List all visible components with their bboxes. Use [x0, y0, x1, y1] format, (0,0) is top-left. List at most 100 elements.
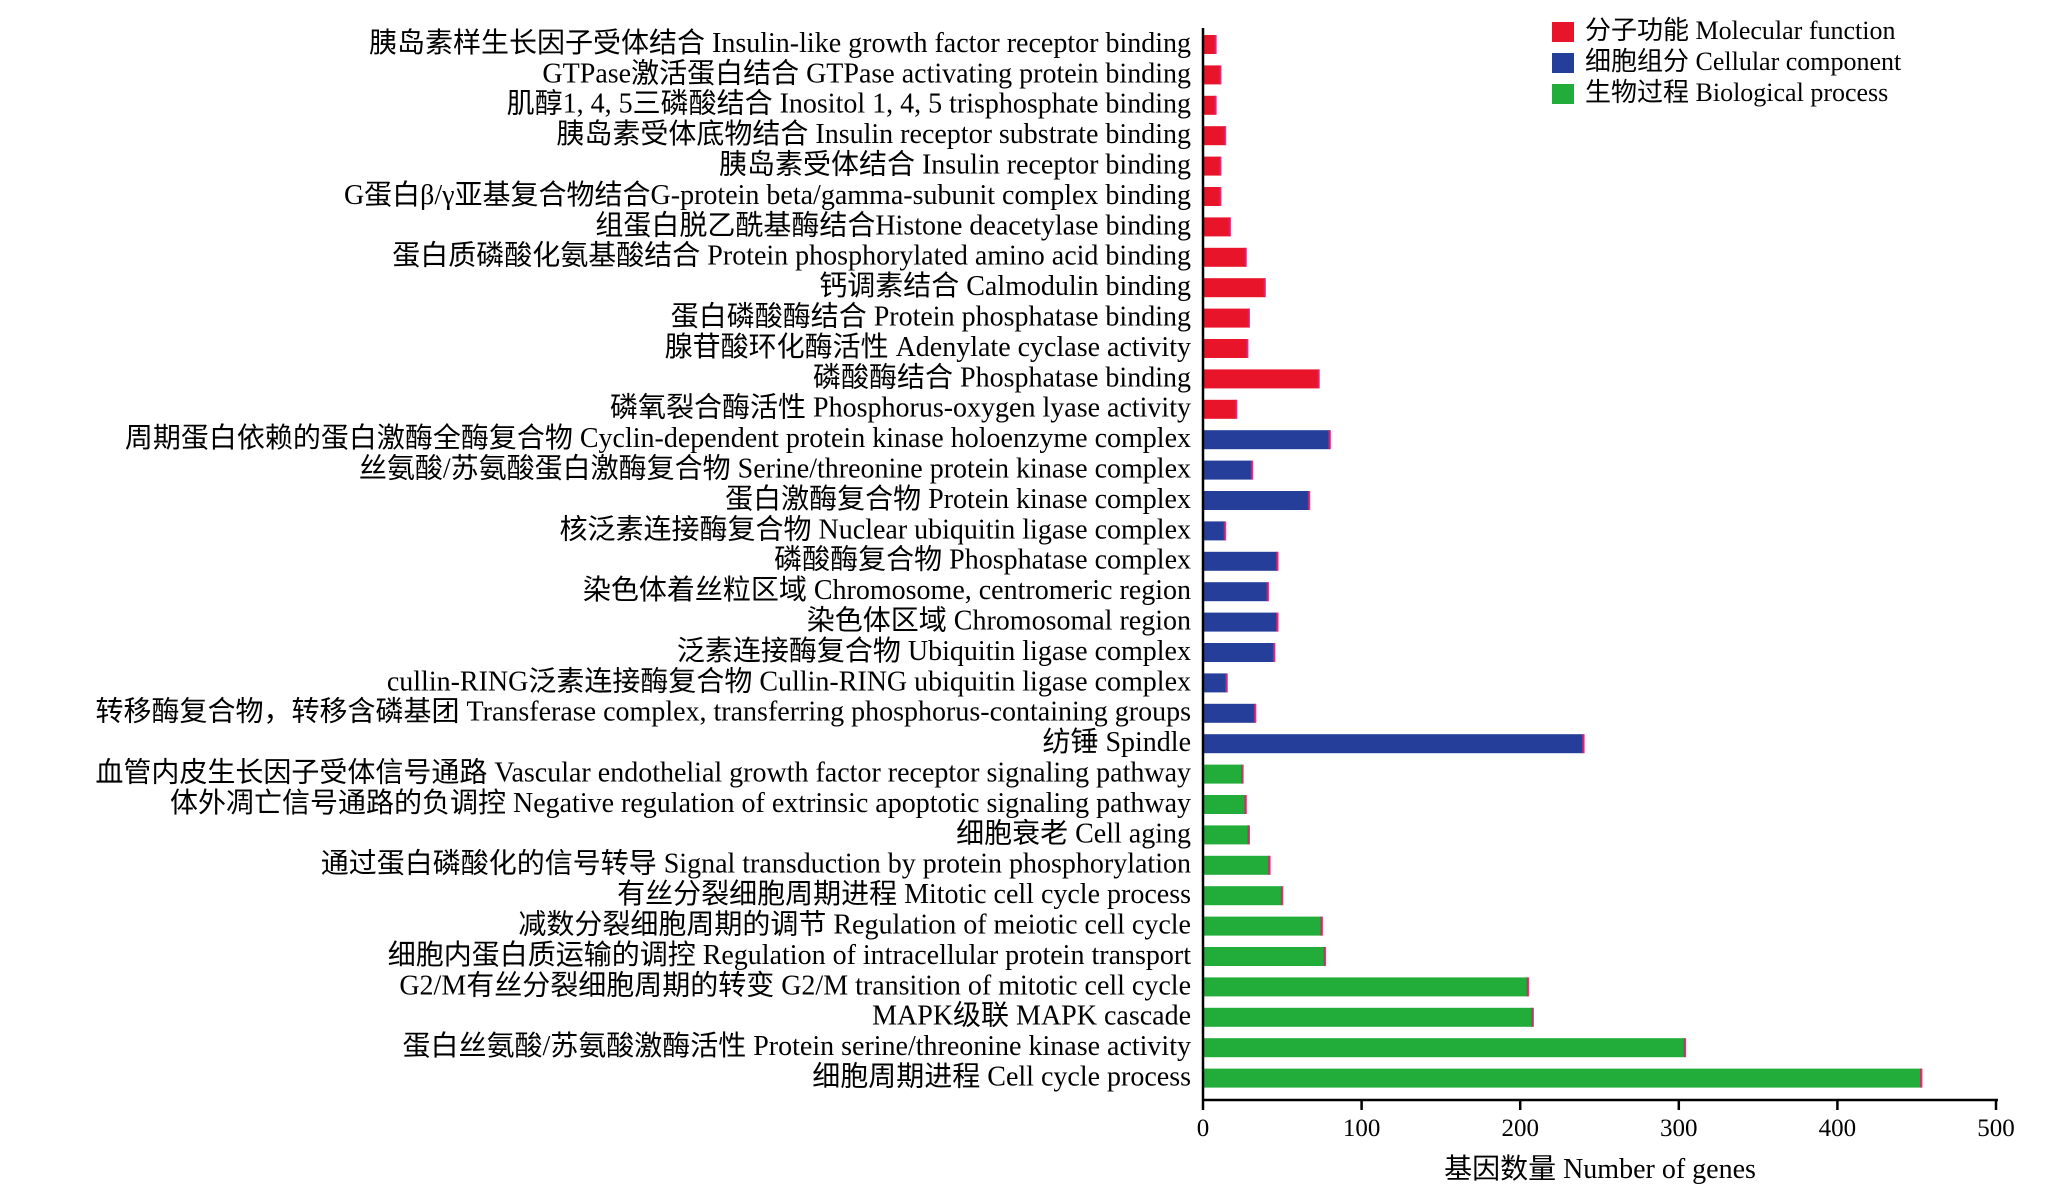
bar-end-cap: [1214, 35, 1217, 54]
bar-end-cap: [1218, 65, 1222, 85]
bar-mf: [1203, 126, 1226, 146]
x-tick-label: 300: [1660, 1115, 1698, 1142]
category-label: 染色体着丝粒区域 Chromosome, centromeric region: [583, 574, 1191, 606]
bar-cc: [1203, 643, 1275, 662]
bar-mf: [1203, 247, 1246, 267]
legend-swatch-mf: [1552, 22, 1574, 42]
bar-end-cap: [1320, 916, 1323, 936]
x-tick-label: 0: [1197, 1115, 1210, 1142]
x-tick-label: 500: [1977, 1115, 2015, 1142]
bar-mf: [1203, 308, 1249, 328]
bar-end-cap: [1531, 1007, 1534, 1027]
bar-end-cap: [1223, 521, 1227, 541]
category-label: 细胞衰老 Cell aging: [956, 817, 1191, 849]
bar-bp: [1203, 825, 1249, 845]
category-label: 蛋白丝氨酸/苏氨酸激酶活性 Protein serine/threonine k…: [402, 1030, 1191, 1062]
bar-bp: [1203, 947, 1326, 966]
x-tick-label: 200: [1501, 1115, 1539, 1142]
bar-cc: [1203, 582, 1269, 602]
category-label: 体外凋亡信号通路的负调控 Negative regulation of extr…: [170, 787, 1191, 819]
category-label: 肌醇1, 4, 5三磷酸结合 Inositol 1, 4, 5 trisphos…: [507, 88, 1191, 120]
bar-end-cap: [1234, 399, 1238, 419]
category-label: 有丝分裂细胞周期进程 Mitotic cell cycle process: [617, 878, 1191, 910]
category-label: 细胞内蛋白质运输的调控 Regulation of intracellular …: [388, 939, 1192, 971]
legend-swatch-bp: [1552, 84, 1574, 104]
bar-bp: [1203, 1068, 1922, 1088]
bar-cc: [1203, 491, 1310, 510]
bar-bp: [1203, 1007, 1533, 1027]
category-label: 腺苷酸环化酶活性 Adenylate cyclase activity: [665, 331, 1191, 363]
legend-label-bp: 生物过程 Biological process: [1585, 78, 1888, 107]
bar-bp: [1203, 977, 1529, 997]
category-label: 周期蛋白依赖的蛋白激酶全酶复合物 Cyclin-dependent protei…: [125, 422, 1191, 454]
category-label: 泛素连接酶复合物 Ubiquitin ligase complex: [677, 635, 1191, 667]
bar-mf: [1203, 399, 1237, 419]
category-label: 磷酸酶结合 Phosphatase binding: [813, 361, 1191, 393]
bar-cc: [1203, 673, 1227, 693]
bar-mf: [1203, 339, 1248, 358]
category-label: 通过蛋白磷酸化的信号转导 Signal transduction by prot…: [321, 848, 1191, 880]
bar-end-cap: [1317, 369, 1320, 389]
bar-end-cap: [1253, 703, 1257, 723]
bar-end-cap: [1225, 673, 1228, 693]
category-label: 组蛋白脱乙酰基酶结合Histone deacetylase binding: [595, 209, 1191, 241]
category-label: 细胞周期进程 Cell cycle process: [812, 1061, 1191, 1093]
bar-cc: [1203, 551, 1278, 571]
category-label: 血管内皮生长因子受体信号通路 Vascular endothelial grow…: [95, 757, 1191, 789]
bar-cc: [1203, 430, 1330, 450]
legend-label-mf: 分子功能 Molecular function: [1585, 16, 1896, 45]
category-label: 胰岛素受体底物结合 Insulin receptor substrate bin…: [556, 118, 1191, 150]
x-tick-label: 400: [1819, 1115, 1857, 1142]
bar-end-cap: [1266, 582, 1270, 602]
category-label: GTPase激活蛋白结合 GTPase activating protein b…: [542, 57, 1191, 89]
bar-end-cap: [1247, 825, 1250, 845]
bar-end-cap: [1263, 278, 1266, 298]
bar-end-cap: [1241, 764, 1244, 784]
bar-cc: [1203, 612, 1278, 632]
bar-end-cap: [1323, 947, 1327, 966]
bar-end-cap: [1276, 612, 1279, 632]
bar-end-cap: [1582, 734, 1585, 754]
category-label: 转移酶复合物，转移含磷基团 Transferase complex, trans…: [96, 696, 1191, 728]
bar-cc: [1203, 734, 1584, 754]
bar-end-cap: [1272, 643, 1276, 662]
bar-bp: [1203, 855, 1270, 875]
bar-bp: [1203, 764, 1243, 784]
x-tick-label: 100: [1343, 1115, 1381, 1142]
axes: 0 100 200 300 400 500 基因数量 Number of genes: [1197, 28, 2015, 1185]
category-label: 核泛素连接酶复合物 Nuclear ubiquitin ligase compl…: [560, 513, 1191, 545]
bar-mf: [1203, 187, 1221, 206]
category-label: 蛋白磷酸酶结合 Protein phosphatase binding: [671, 301, 1191, 333]
bar-end-cap: [1228, 217, 1231, 237]
bar-end-cap: [1328, 430, 1331, 450]
legend-label-cc: 细胞组分 Cellular component: [1585, 47, 1902, 76]
category-label: 磷酸酶复合物 Phosphatase complex: [774, 544, 1191, 576]
category-label: 钙调素结合 Calmodulin binding: [819, 270, 1191, 302]
bar-mf: [1203, 156, 1221, 176]
bar-bp: [1203, 916, 1322, 936]
x-axis-ticks: 0 100 200 300 400 500: [1197, 1100, 2015, 1142]
category-label: 胰岛素受体结合 Insulin receptor binding: [719, 149, 1191, 181]
category-label: 蛋白激酶复合物 Protein kinase complex: [725, 483, 1191, 515]
bar-end-cap: [1919, 1068, 1923, 1088]
bar-cc: [1203, 703, 1256, 723]
bar-mf: [1203, 65, 1221, 85]
bar-end-cap: [1244, 795, 1247, 814]
bar-end-cap: [1218, 156, 1222, 176]
bar-end-cap: [1244, 247, 1247, 267]
category-label: 丝氨酸/苏氨酸蛋白激酶复合物 Serine/threonine protein …: [359, 453, 1191, 485]
bar-mf: [1203, 278, 1265, 298]
bar-end-cap: [1683, 1038, 1687, 1058]
bar-cc: [1203, 460, 1253, 480]
bar-bp: [1203, 886, 1283, 906]
category-label: G2/M有丝分裂细胞周期的转变 G2/M transition of mitot…: [399, 969, 1191, 1001]
bar-end-cap: [1250, 460, 1254, 480]
bar-end-cap: [1526, 977, 1530, 997]
bar-bp: [1203, 1038, 1686, 1058]
bar-end-cap: [1218, 187, 1222, 206]
category-label: 胰岛素样生长因子受体结合 Insulin-like growth factor …: [369, 27, 1191, 59]
category-label: G蛋白β/γ亚基复合物结合G-protein beta/gamma-subuni…: [344, 179, 1191, 211]
bar-end-cap: [1245, 339, 1249, 358]
